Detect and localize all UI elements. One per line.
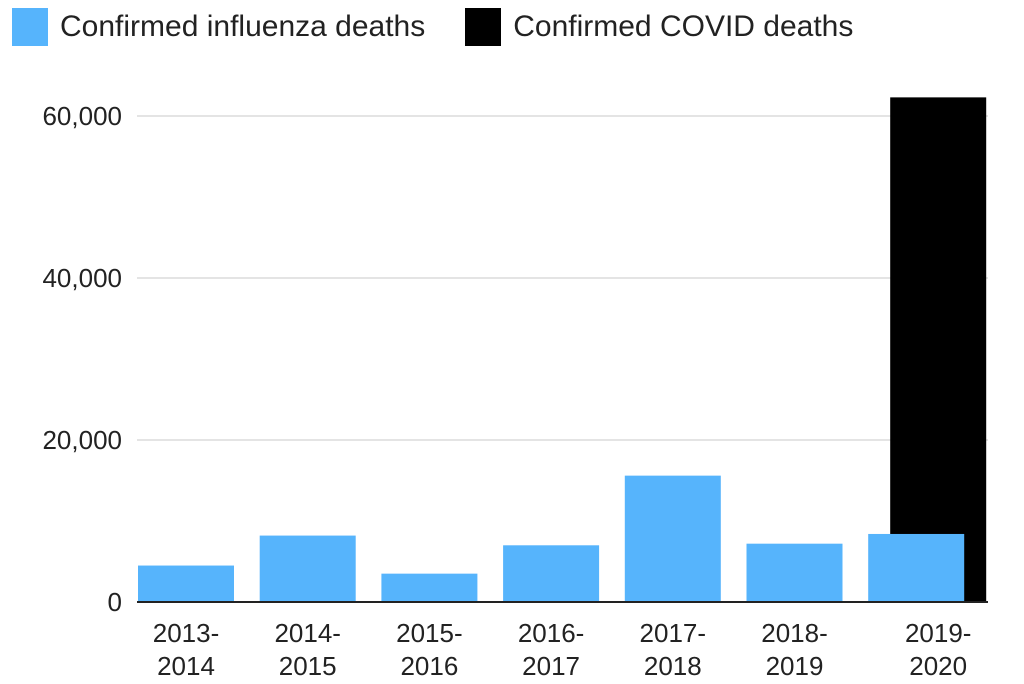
x-tick-label: 2014 [157,651,215,681]
chart-legend: Confirmed influenza deaths Confirmed COV… [12,8,893,46]
bar-covid-6 [890,97,987,603]
legend-swatch-influenza [12,8,48,46]
x-tick-label: 2018 [644,651,702,681]
legend-item-influenza: Confirmed influenza deaths [12,8,425,46]
x-tick-label: 2015 [279,651,337,681]
bar-influenza-6 [868,533,965,602]
bar-influenza-0 [138,565,234,602]
bar-influenza-3 [503,545,600,602]
x-tick-label: 2016 [400,651,458,681]
x-tick-label: 2020 [909,651,967,681]
legend-label-influenza: Confirmed influenza deaths [60,10,426,43]
x-tick-label: 2016- [518,618,585,648]
y-tick-label: 20,000 [42,425,122,455]
y-tick-label: 40,000 [42,263,122,293]
bar-influenza-4 [624,475,721,602]
x-tick-label: 2017 [522,651,580,681]
x-tick-label: 2017- [640,618,707,648]
bar-influenza-5 [746,543,843,602]
legend-item-covid: Confirmed COVID deaths [465,8,853,46]
x-tick-label: 2019 [766,651,824,681]
bar-influenza-1 [259,535,356,602]
x-tick-label: 2019- [905,618,972,648]
x-tick-label: 2014- [274,618,341,648]
legend-label-covid: Confirmed COVID deaths [513,10,854,43]
x-tick-label: 2013- [153,618,220,648]
x-tick-label: 2018- [761,618,828,648]
y-tick-label: 60,000 [42,101,122,131]
bar-influenza-2 [381,573,478,602]
y-tick-label: 0 [108,587,122,617]
legend-swatch-covid [465,8,502,46]
x-tick-label: 2015- [396,618,463,648]
